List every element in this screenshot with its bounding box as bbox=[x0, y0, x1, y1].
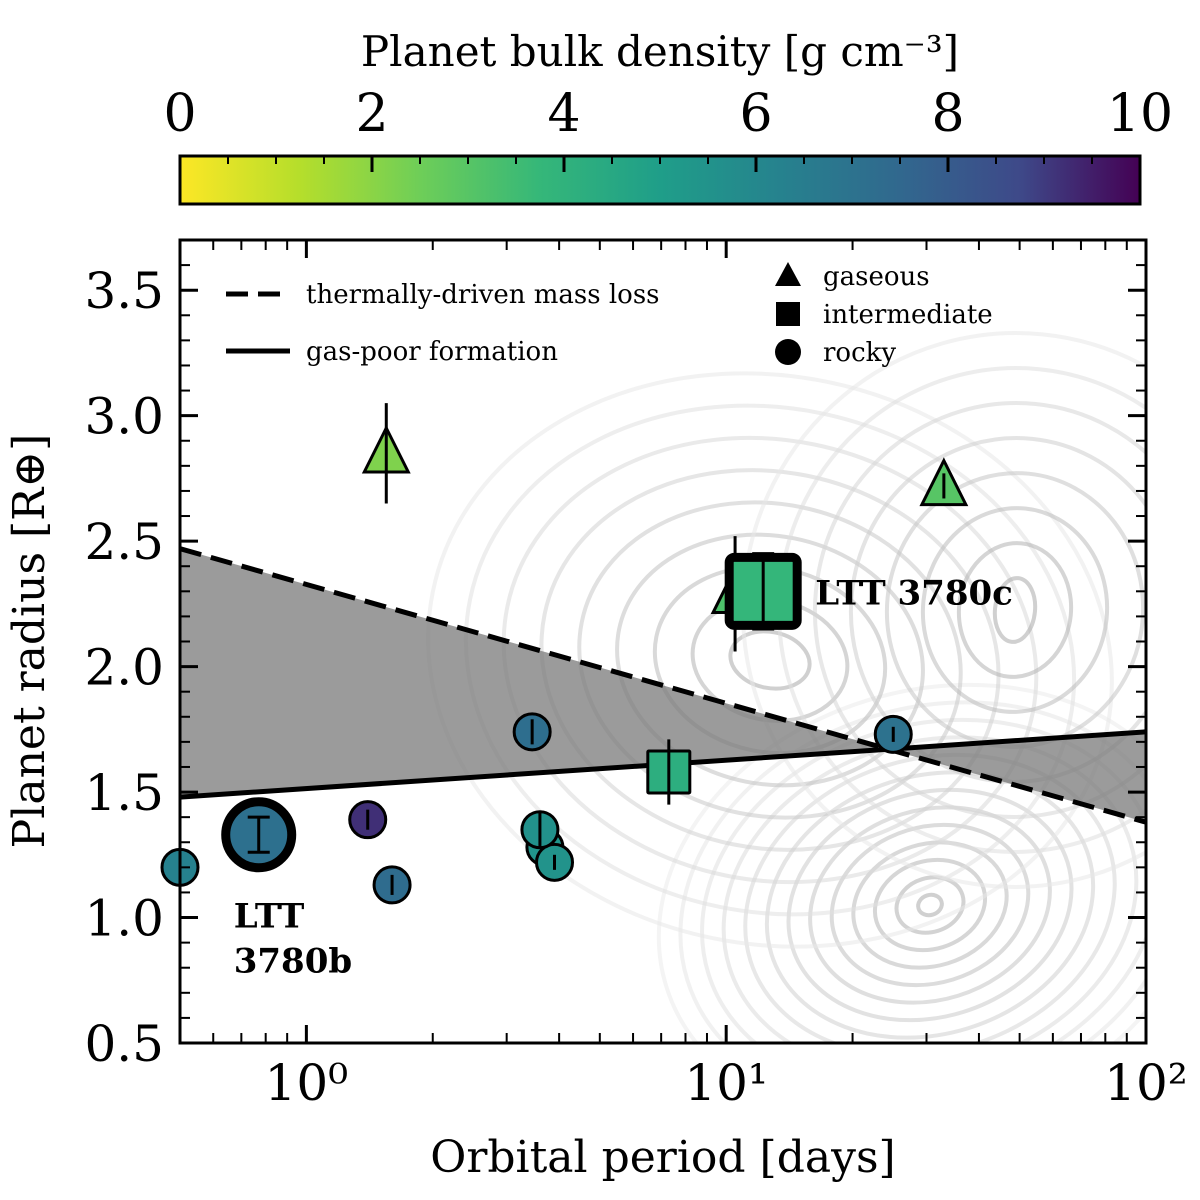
planet-label: LTT 3780b bbox=[234, 897, 352, 982]
y-tick-label: 3.5 bbox=[84, 262, 164, 320]
contour-level bbox=[656, 682, 1146, 1043]
contour-level bbox=[501, 435, 1039, 885]
contour-level bbox=[812, 401, 1146, 819]
legend-square-icon bbox=[776, 302, 800, 326]
x-tick-label: 10¹ bbox=[684, 1054, 768, 1112]
y-axis-label: Planet radius [R⊕] bbox=[4, 434, 55, 849]
legend-marker-label: rocky bbox=[823, 338, 896, 368]
legend-line-label: gas-poor formation bbox=[306, 337, 558, 367]
planet-marker bbox=[535, 842, 575, 882]
contour-level bbox=[956, 541, 1074, 679]
planet-marker bbox=[520, 810, 560, 850]
contour-level bbox=[678, 700, 1146, 1043]
colorbar-ticks bbox=[178, 156, 1142, 172]
colorbar-tick-label: 2 bbox=[355, 84, 388, 144]
colorbar-tick-label: 0 bbox=[163, 84, 196, 144]
axis-ticks bbox=[179, 239, 1148, 1045]
y-tick-label: 1.5 bbox=[84, 764, 164, 822]
contour-level bbox=[539, 468, 1001, 852]
colorbar-tick-label: 10 bbox=[1107, 84, 1173, 144]
x-tick-labels: 10⁰ 10¹ 10² bbox=[265, 1054, 1188, 1112]
contour-level bbox=[743, 752, 1117, 1043]
planet-marker bbox=[512, 712, 552, 752]
contour-level bbox=[615, 532, 925, 788]
x-tick-label: 10⁰ bbox=[265, 1054, 349, 1112]
planet-annotations: LTT 3780c LTT 3780b bbox=[234, 573, 1013, 981]
y-tick-labels: 0.5 1.0 1.5 2.0 2.5 3.0 3.5 bbox=[84, 262, 164, 1073]
legend-line-label: thermally-driven mass loss bbox=[306, 280, 660, 310]
colorbar-tick-label: 4 bbox=[547, 84, 580, 144]
contour-level bbox=[426, 371, 1114, 949]
contour-level bbox=[920, 506, 1110, 714]
y-tick-label: 1.0 bbox=[84, 890, 164, 948]
mass-loss-line bbox=[180, 546, 1146, 825]
planet-label: LTT 3780c bbox=[815, 573, 1013, 613]
planet-marker bbox=[348, 800, 388, 840]
highlighted-planet-marker bbox=[724, 552, 802, 631]
legend-circle-icon bbox=[775, 339, 801, 365]
planet-marker bbox=[372, 865, 412, 905]
contour-level bbox=[829, 822, 1031, 988]
colorbar-label: Planet bulk density [g cm⁻³] bbox=[361, 27, 959, 76]
colorbar-tick-label: 6 bbox=[739, 84, 772, 144]
contour-level bbox=[992, 576, 1038, 644]
y-tick-label: 3.0 bbox=[84, 388, 164, 446]
legend-marker-label: gaseous bbox=[823, 262, 930, 292]
legend: thermally-driven mass loss gas-poor forma… bbox=[226, 262, 993, 368]
plot-area: LTT 3780c LTT 3780b 10⁰ 10¹ 10² 0.5 1.0 1.5 2.0… bbox=[84, 238, 1188, 1112]
contour-level bbox=[808, 805, 1052, 1005]
planet-marker bbox=[646, 739, 692, 805]
colorbar: Planet bulk density [g cm⁻³] 0 2 4 6 8 10 bbox=[163, 27, 1173, 206]
x-tick-label: 10² bbox=[1104, 1054, 1188, 1112]
contour-level bbox=[728, 629, 812, 691]
highlighted-planet-marker bbox=[221, 797, 297, 873]
planet-marker bbox=[919, 457, 969, 507]
y-tick-label: 0.5 bbox=[84, 1015, 164, 1073]
contour-level bbox=[872, 857, 988, 953]
colorbar-tick-labels: 0 2 4 6 8 10 bbox=[163, 84, 1173, 144]
colorbar-tick-label: 8 bbox=[931, 84, 964, 144]
y-tick-label: 2.5 bbox=[84, 513, 164, 571]
legend-marker-label: intermediate bbox=[823, 300, 993, 330]
contour-level bbox=[894, 875, 966, 935]
legend-triangle-icon bbox=[775, 262, 801, 286]
contour-level bbox=[463, 403, 1077, 917]
planet-marker bbox=[873, 714, 913, 754]
planet-marker bbox=[361, 403, 411, 504]
planet-markers bbox=[160, 403, 969, 905]
x-axis-label: Orbital period [days] bbox=[430, 1132, 895, 1183]
y-tick-label: 2.0 bbox=[84, 639, 164, 697]
contour-level bbox=[764, 770, 1096, 1040]
contour-level bbox=[916, 892, 944, 918]
